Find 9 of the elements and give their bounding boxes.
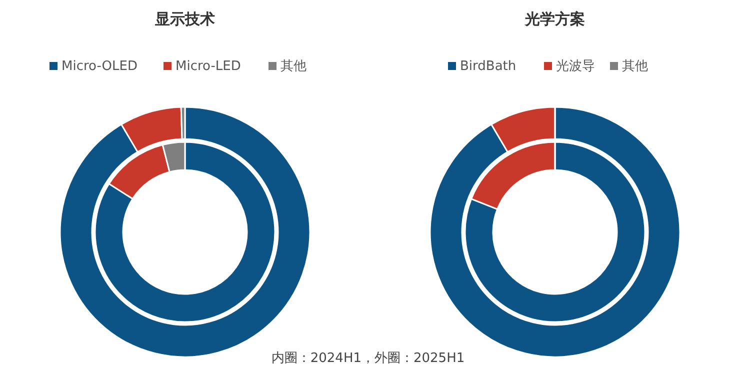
chart-title: 显示技术: [154, 10, 215, 28]
legend-label: Micro-OLED: [62, 59, 138, 74]
legend-label: 其他: [622, 59, 648, 74]
legend-label: Micro-LED: [176, 59, 241, 74]
legend-label: BirdBath: [460, 59, 516, 74]
chart-title: 光学方案: [524, 10, 585, 28]
legend-label: 其他: [280, 59, 306, 74]
legend-label: 光波导: [556, 59, 595, 74]
text: 内圈：2024H1，外圈：2025H1: [271, 351, 465, 366]
